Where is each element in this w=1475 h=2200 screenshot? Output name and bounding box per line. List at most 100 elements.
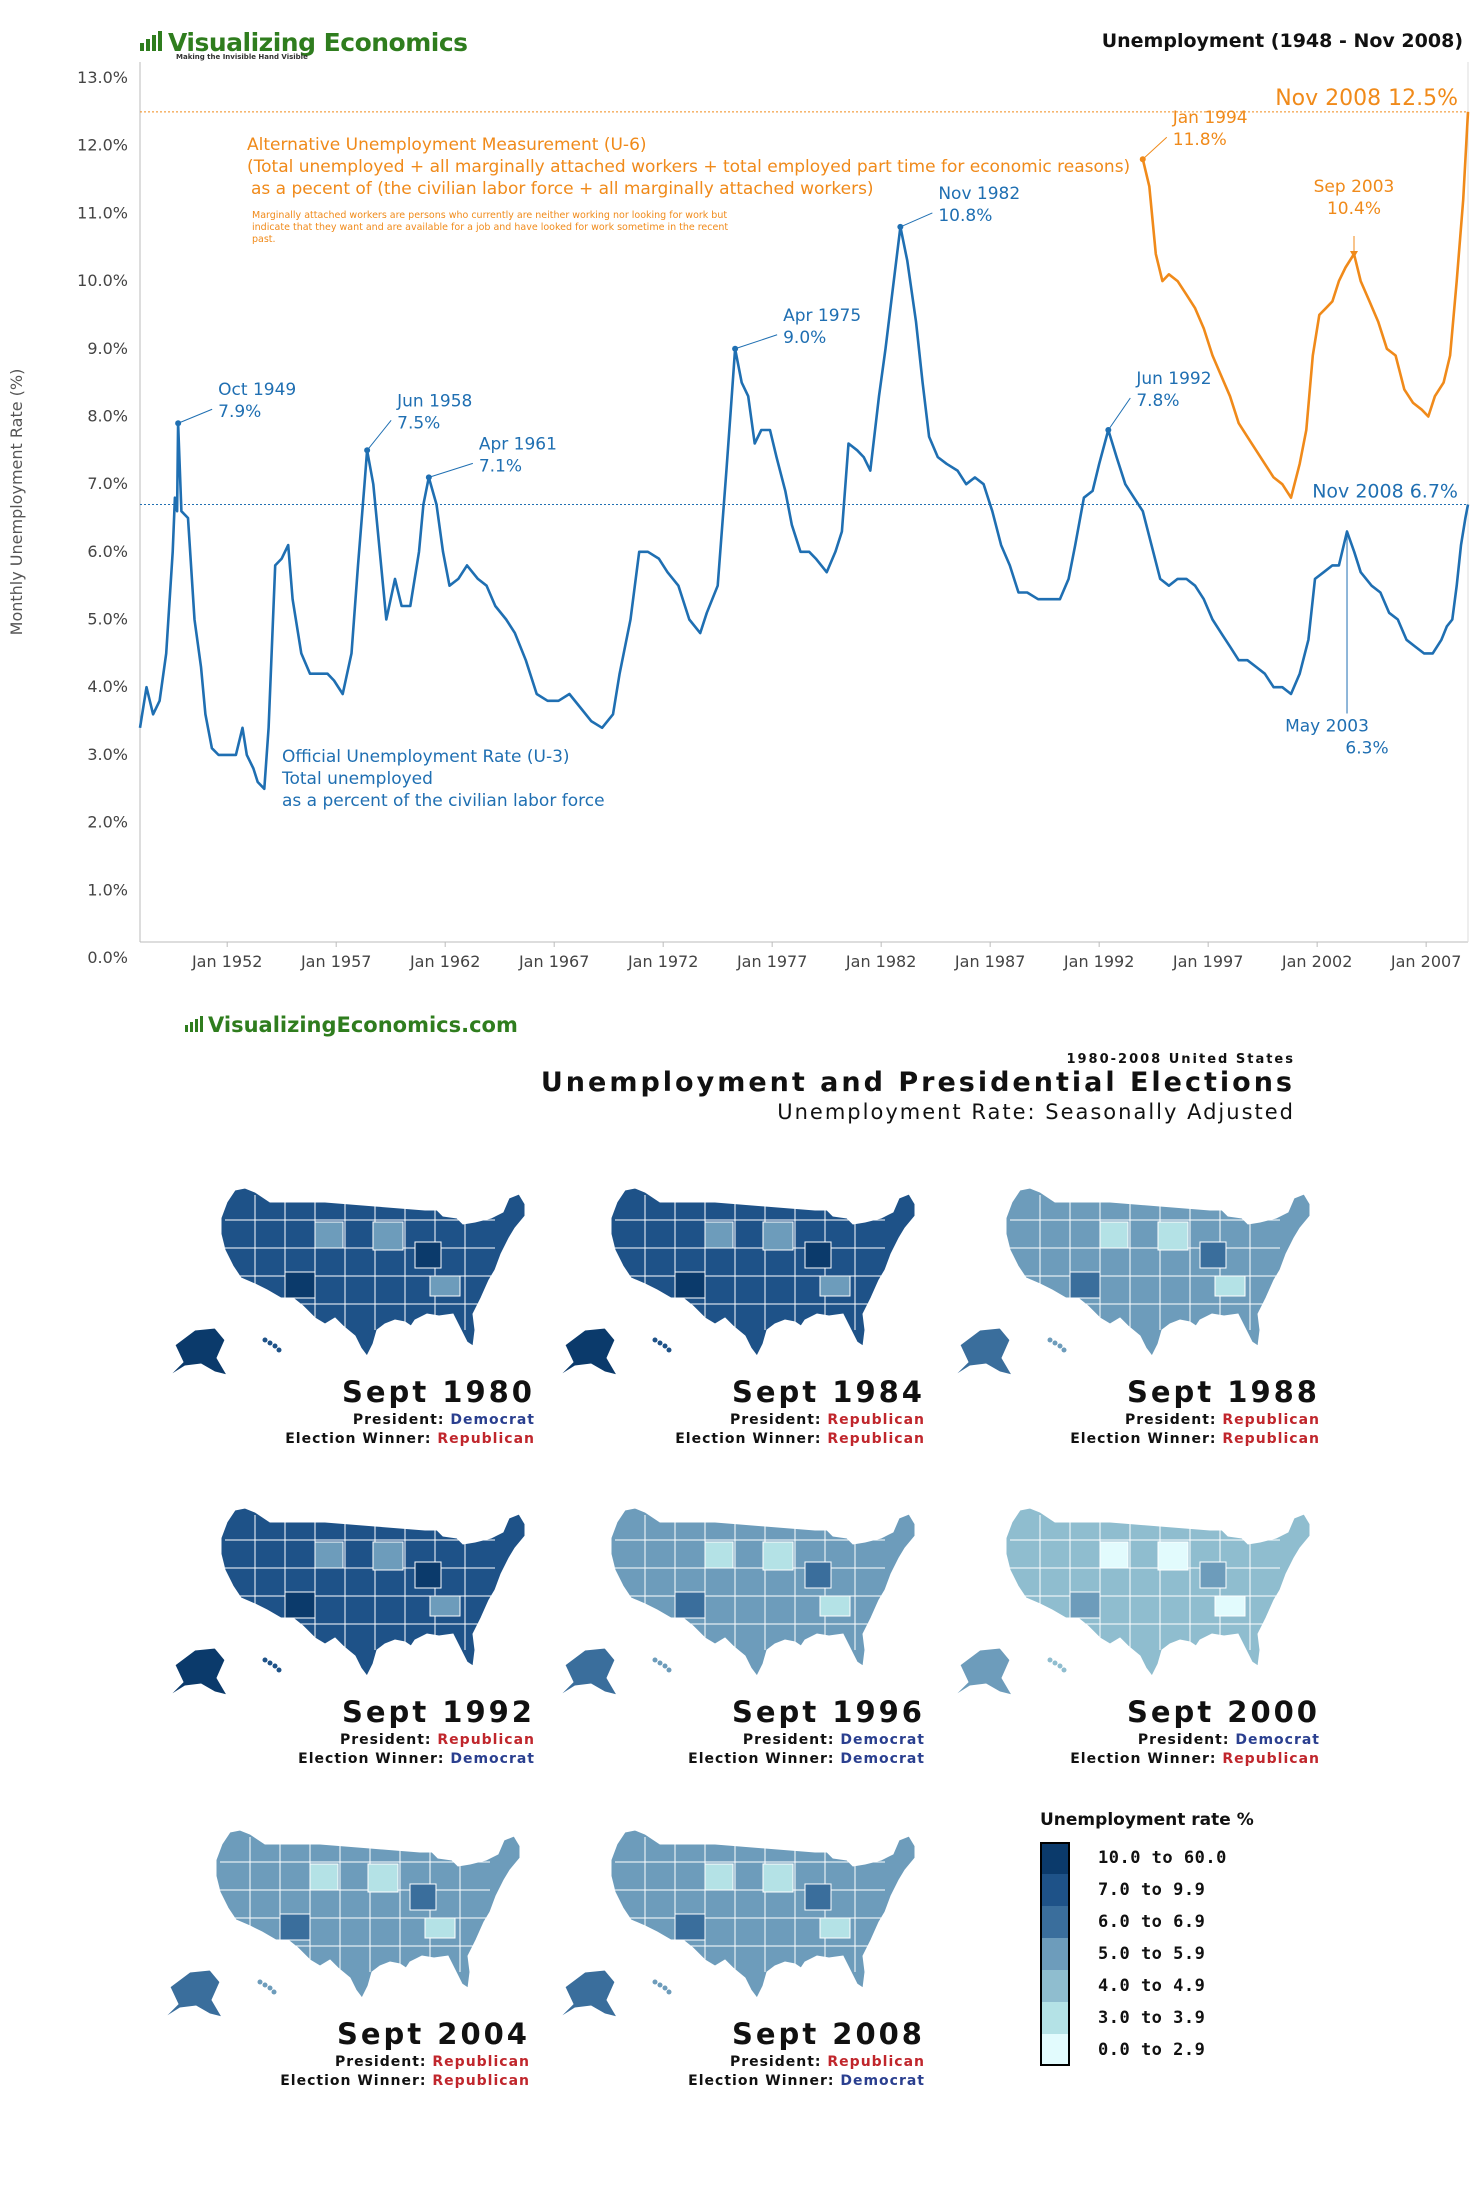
- annotation-arrow: [732, 345, 739, 352]
- hawaii-island: [276, 1347, 282, 1353]
- state-map-panel: Sept 2000 President: Democrat Election Win…: [940, 1500, 1320, 1780]
- state-region: [1214, 1275, 1246, 1297]
- annotation-value: 7.5%: [397, 413, 440, 433]
- state-region: [1157, 1221, 1189, 1251]
- annotation-arrow: [364, 447, 371, 454]
- state-region: [372, 1541, 404, 1571]
- president-line: President: Democrat: [743, 1732, 925, 1748]
- logo-tagline: Making the Invisible Hand Visible: [176, 53, 308, 61]
- annotation-arrow: [1349, 251, 1358, 258]
- annotation-label: Apr 1975: [783, 306, 861, 326]
- x-tick-label: Jan 1972: [627, 952, 698, 971]
- annotation-leader: [900, 212, 933, 228]
- x-tick-label: Jan 1992: [1063, 952, 1134, 971]
- map-date: Sept 1984: [732, 1375, 925, 1409]
- annotation-value: 7.9%: [218, 402, 261, 422]
- state-region: [414, 1561, 442, 1589]
- state-region: [762, 1863, 794, 1893]
- election-winner-label: Election Winner:: [280, 2073, 433, 2089]
- map-date: Sept 1988: [1127, 1375, 1320, 1409]
- legend-item: 7.0 to 9.9: [1040, 1874, 1300, 1906]
- election-winner-party: Democrat: [840, 2073, 925, 2089]
- annotation-arrow: [425, 474, 432, 481]
- annotation-label: Nov 1982: [938, 184, 1020, 204]
- election-winner-line: Election Winner: Republican: [1070, 1751, 1320, 1767]
- election-winner-label: Election Winner:: [688, 2073, 841, 2089]
- state-region: [372, 1221, 404, 1251]
- election-winner-label: Election Winner:: [688, 1751, 841, 1767]
- president-party: Republican: [432, 2054, 530, 2070]
- x-tick-label: Jan 1997: [1172, 952, 1243, 971]
- logo: Visualizing Economics Making the Invisib…: [140, 28, 468, 61]
- hawaii-island: [272, 1663, 278, 1669]
- legend-swatch: [1040, 2002, 1070, 2034]
- state-region: [704, 1863, 734, 1891]
- election-winner-line: Election Winner: Democrat: [688, 1751, 925, 1767]
- state-region: [367, 1863, 399, 1893]
- hawaii-island: [1061, 1347, 1067, 1353]
- president-line: President: Republican: [730, 1412, 925, 1428]
- annotation-leader: [734, 334, 778, 350]
- legend-label: 5.0 to 5.9: [1098, 1944, 1206, 1964]
- state-region: [279, 1913, 311, 1941]
- hawaii-island: [652, 1979, 658, 1985]
- alaska-shape: [558, 1647, 619, 1697]
- state-region: [762, 1541, 794, 1571]
- contiguous-us-shape: [220, 1507, 526, 1677]
- hawaii-island: [662, 1343, 668, 1349]
- annotation-label: Apr 1961: [479, 434, 557, 454]
- election-winner-label: Election Winner:: [285, 1431, 438, 1447]
- state-map-panel: Sept 2004 President: Republican Election W…: [150, 1822, 530, 2102]
- contiguous-us-shape: [220, 1187, 526, 1357]
- logo-text: Visualizing Economics: [168, 28, 468, 57]
- state-region: [804, 1561, 832, 1589]
- alaska-shape: [558, 1969, 619, 2019]
- election-winner-party: Republican: [827, 1431, 925, 1447]
- state-region: [704, 1541, 734, 1569]
- legend-swatch: [1040, 1906, 1070, 1938]
- annotation-value: 11.8%: [1173, 130, 1227, 150]
- hawaii-island: [666, 1667, 672, 1673]
- hawaii-island: [662, 1985, 668, 1991]
- us-choropleth-map: [168, 1187, 526, 1377]
- legend-label: 6.0 to 6.9: [1098, 1912, 1206, 1932]
- state-region: [1099, 1541, 1129, 1569]
- state-region: [804, 1883, 832, 1911]
- state-region: [1069, 1271, 1101, 1299]
- state-map-panel: Sept 1996 President: Democrat Election Win…: [545, 1500, 925, 1780]
- hawaii-island: [267, 1985, 273, 1991]
- us-choropleth-map: [168, 1507, 526, 1697]
- u6-note-small: past.: [252, 234, 276, 245]
- contiguous-us-shape: [1005, 1507, 1311, 1677]
- state-region: [429, 1275, 461, 1297]
- annotation-value: 7.8%: [1136, 391, 1179, 411]
- state-region: [284, 1591, 316, 1619]
- contiguous-us-shape: [1005, 1187, 1311, 1357]
- alaska-shape: [168, 1647, 229, 1697]
- x-tick-label: Jan 1982: [845, 952, 916, 971]
- y-tick-label: 2.0%: [87, 813, 128, 832]
- state-region: [674, 1591, 706, 1619]
- hawaii-island: [662, 1663, 668, 1669]
- state-region: [819, 1917, 851, 1939]
- legend-swatch: [1040, 1938, 1070, 1970]
- hawaii-island: [272, 1343, 278, 1349]
- president-party: Republican: [437, 1732, 535, 1748]
- y-tick-label: 6.0%: [87, 542, 128, 561]
- annotation-label: Jun 1958: [396, 391, 472, 411]
- legend-label: 3.0 to 3.9: [1098, 2008, 1206, 2028]
- hawaii-island: [1057, 1343, 1063, 1349]
- legend-item: 6.0 to 6.9: [1040, 1906, 1300, 1938]
- y-tick-label: 13.0%: [77, 68, 128, 87]
- reference-line-label: Nov 2008 12.5%: [1275, 86, 1458, 111]
- alaska-shape: [953, 1327, 1014, 1377]
- y-tick-label: 0.0%: [87, 948, 128, 967]
- state-region: [1157, 1541, 1189, 1571]
- election-winner-party: Democrat: [450, 1751, 535, 1767]
- state-map-panel: Sept 1984 President: Republican Election W…: [545, 1180, 925, 1460]
- chart-title: Unemployment (1948 - Nov 2008): [1101, 30, 1463, 52]
- map-date: Sept 1996: [732, 1695, 925, 1729]
- logo-bars-icon: [185, 1013, 205, 1037]
- annotation-arrow: [1105, 427, 1112, 433]
- hawaii-island: [257, 1979, 263, 1985]
